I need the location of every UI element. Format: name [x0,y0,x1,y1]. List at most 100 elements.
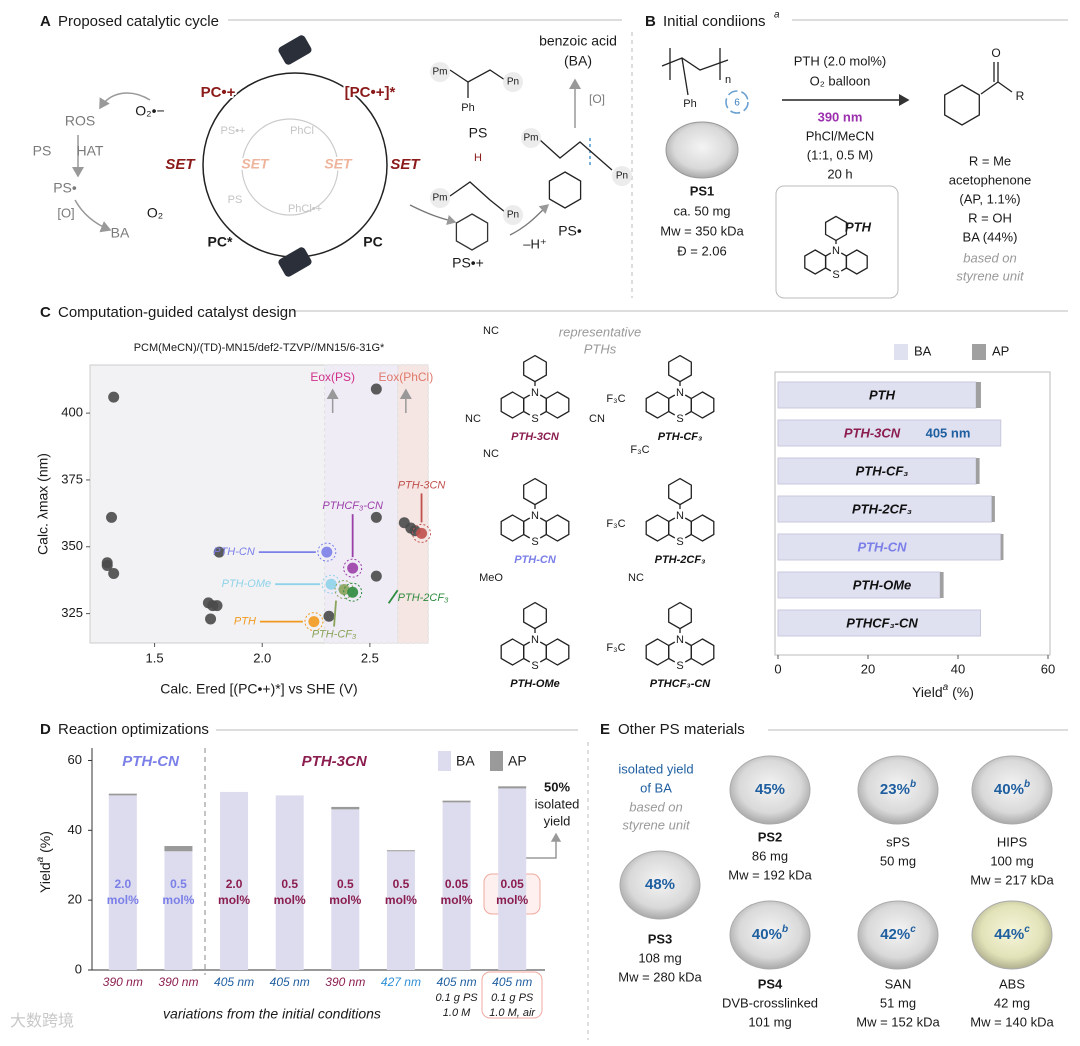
label: Ph [461,102,474,114]
highlight-ring [412,523,432,543]
point-label: PTH-3CN [398,479,446,491]
label: PS• [558,223,582,239]
region-label: Eox(PhCl) [379,370,434,384]
atom-label: S [676,660,683,672]
bar [976,458,980,484]
highlight-ring [343,558,363,578]
condition-label: 0.1 g PS [491,992,534,1004]
label: Initial condiions [663,13,766,30]
arrow [99,92,151,110]
atom-bg [674,633,686,645]
atom-bg [830,268,842,280]
loading-label: mol% [107,893,139,907]
bar [976,382,981,408]
legend-swatch [972,344,986,360]
bar [991,496,995,522]
ring [645,638,670,666]
structure-name: PTHCF₃-CN [650,678,712,690]
yield-label: 45% [755,781,785,798]
superscript: c [1024,924,1030,935]
condition-label: 0.1 g PS [435,992,478,1004]
yield-value: 44% [994,926,1024,943]
bar [498,786,527,789]
category-label: PTH-CF₃ [856,463,909,478]
bar [108,795,137,970]
atom-bg [529,509,541,521]
x-tick-label: 390 nm [325,975,365,989]
substituent: NC [465,413,481,425]
bond [449,69,506,83]
label: isolated yield [618,761,693,776]
bond [539,139,613,171]
label: SET [390,156,421,173]
atom-bg [529,535,541,547]
region-label: Eox(PS) [310,370,355,384]
substituent: F₃C [606,642,625,654]
point [347,562,359,574]
highlight-ring [321,574,341,594]
material-detail: Mw = 140 kDa [970,1014,1054,1029]
label: SET [165,156,196,173]
label: [PC•+]* [345,84,396,101]
ring [500,514,525,542]
yield-value: 42% [880,926,910,943]
material-detail: 42 mg [994,995,1030,1010]
y-tick-label: 325 [61,605,83,620]
arrow [74,199,112,233]
material-name: ABS [999,976,1025,991]
label: Pm [524,133,539,144]
yield-label: 42%c [880,924,916,943]
label: (AP, 1.1%) [959,191,1020,206]
point-label: PTHCF₃-CN [322,500,383,512]
sample-dish [729,755,811,825]
legend-label: AP [992,343,1009,358]
loading-label: 0.5 [281,877,298,891]
category-label: PTH-2CF₃ [852,501,912,516]
ring [690,514,715,542]
ring [500,391,525,419]
label: Đ = 2.06 [677,243,727,258]
y-tick-label: 350 [61,538,83,553]
material-detail: 108 mg [638,950,681,965]
region [324,364,399,644]
superscript: b [1024,779,1030,790]
atom-bg [674,509,686,521]
label: PS• [53,180,77,196]
y-tick-label: 0 [75,961,82,976]
label: PS•+ [452,255,484,271]
substituent: F₃C [606,393,625,405]
atom-bg [830,244,842,256]
bar [442,802,471,970]
point-label: PTH-CF₃ [312,628,357,640]
material-detail: 100 mg [990,853,1033,868]
loading-label: 0.05 [445,877,469,891]
label: Pn [616,171,628,182]
bar [777,571,941,599]
label: Pn [507,77,519,88]
bond [997,81,1013,93]
bar-frame [774,371,1051,656]
x-tick-label: 60 [1041,661,1055,676]
ring [523,477,547,506]
label: O₂•− [135,103,164,119]
point-label: PTH-OMe [222,578,272,590]
x-tick-label: 2.5 [361,650,379,665]
badge [430,188,450,208]
ring [845,249,868,275]
structure-name: PTH-2CF₃ [655,554,706,566]
category-label: PTH [869,387,896,402]
label: PTH [845,219,872,234]
ring [545,514,570,542]
material-name: PS3 [648,931,673,946]
loading-label: 0.05 [501,877,525,891]
substituent: F₃C [630,444,649,456]
badge [612,166,632,186]
label: R = OH [968,210,1012,225]
substituent: NC [628,572,644,584]
label: O₂ balloon [810,73,871,88]
y-tick-label: 400 [61,405,83,420]
x-tick-label: 405 nm [437,975,477,989]
label: HAT [77,143,104,159]
x-axis-label: variations from the initial conditions [163,1006,381,1022]
bar [940,572,944,598]
